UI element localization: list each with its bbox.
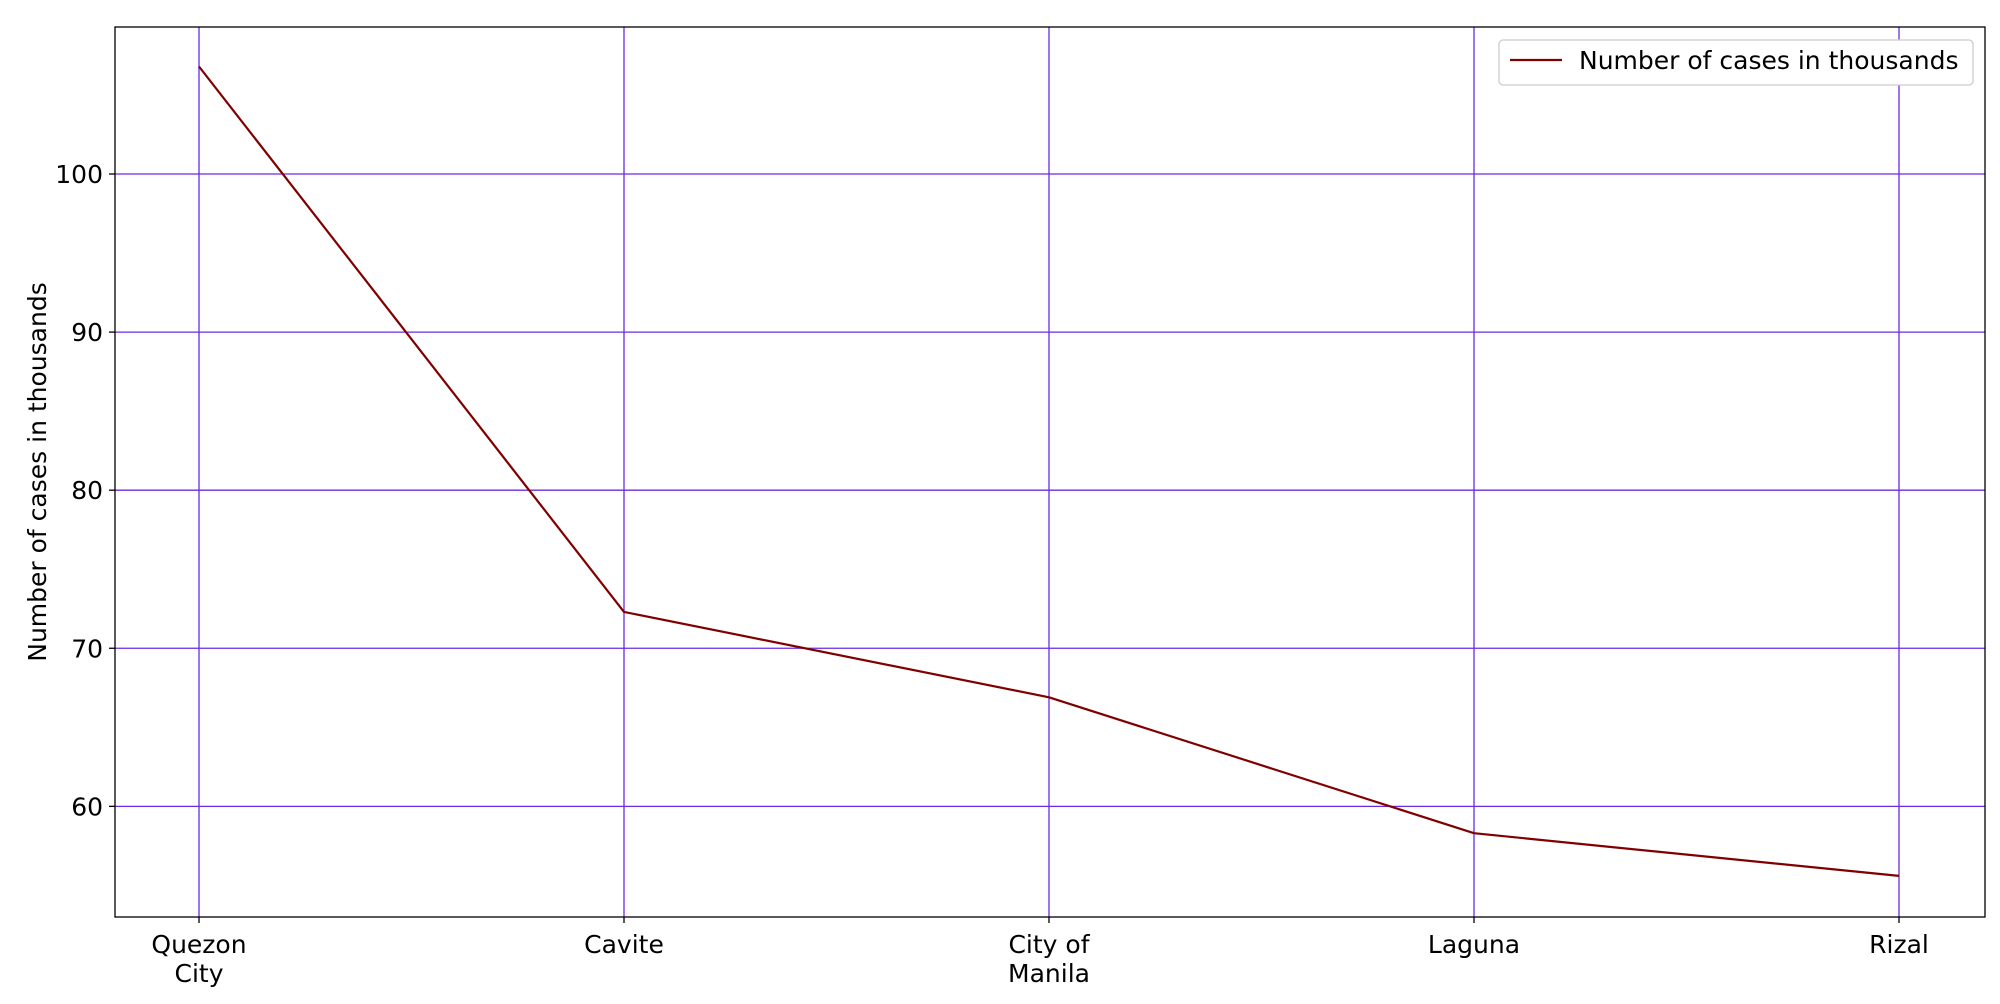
x-axis: Quezon City Cavite City of Manila Laguna Rizal (151, 917, 1929, 988)
y-tick-label: 70 (71, 634, 103, 663)
y-tick-label: 80 (71, 476, 103, 505)
series-line (198, 65, 1900, 877)
x-tick-label: City of Manila (1008, 930, 1091, 988)
x-tick-label-line: City (175, 959, 224, 988)
grid (115, 27, 1985, 917)
x-tick-label-line: Rizal (1869, 930, 1929, 959)
y-tick-label: 90 (71, 318, 103, 347)
x-tick-label: Rizal (1869, 930, 1929, 959)
x-tick-label-line: Quezon (151, 930, 246, 959)
series-layer (198, 65, 1900, 877)
x-tick-label: Laguna (1428, 930, 1520, 959)
legend-box (1498, 39, 1974, 86)
x-tick-label: Cavite (584, 930, 664, 959)
y-axis-label: Number of cases in thousands (23, 282, 52, 661)
legend-label: Number of cases in thousands (1579, 46, 1958, 75)
x-tick-label-line: City of (1008, 930, 1090, 959)
y-tick-label: 60 (71, 792, 103, 821)
plot-frame (114, 26, 1986, 918)
y-tick-label: 100 (55, 160, 103, 189)
x-tick-label-line: Manila (1008, 959, 1090, 988)
x-tick-label-line: Cavite (584, 930, 664, 959)
legend: Number of cases in thousands (1498, 39, 1974, 86)
x-tick-label: Quezon City (151, 930, 246, 988)
y-axis: 60 70 80 90 100 (55, 160, 115, 821)
x-tick-label-line: Laguna (1428, 930, 1520, 959)
